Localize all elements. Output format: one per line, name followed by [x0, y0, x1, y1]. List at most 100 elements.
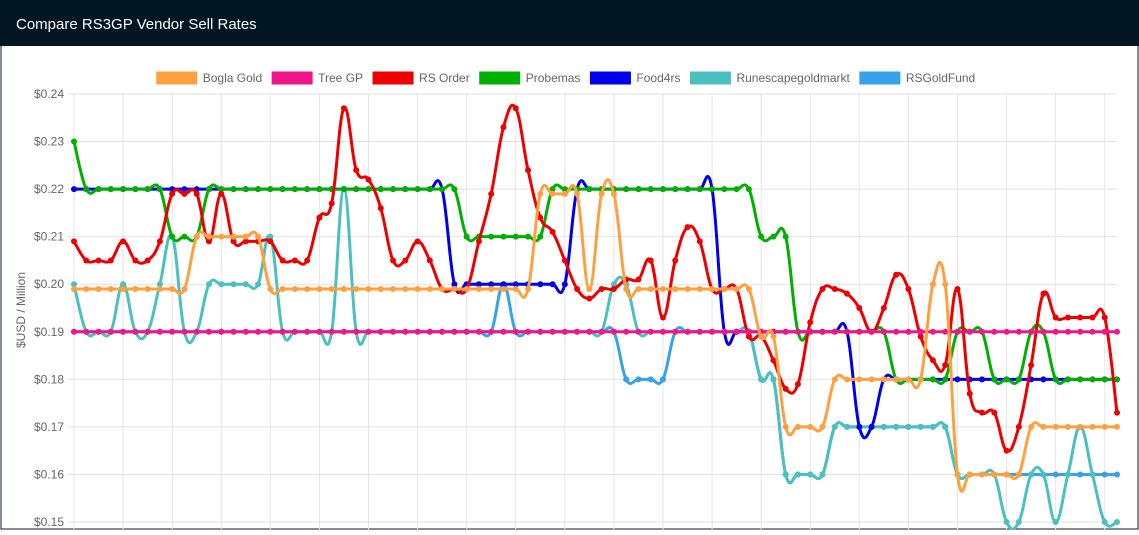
data-point — [696, 285, 703, 292]
data-point — [1040, 423, 1047, 430]
legend-label: RS Order — [419, 71, 470, 85]
data-point — [770, 357, 777, 364]
data-point — [782, 385, 789, 392]
data-point — [782, 233, 789, 240]
data-point — [1015, 423, 1022, 430]
data-point — [905, 328, 912, 335]
y-tick-label: $0.17 — [34, 420, 64, 434]
data-point — [1089, 471, 1096, 478]
data-point — [954, 376, 961, 383]
data-point — [954, 285, 961, 292]
data-point — [377, 205, 384, 212]
data-point — [647, 257, 654, 264]
data-point — [1114, 423, 1120, 430]
data-point — [880, 305, 887, 311]
data-point — [635, 276, 642, 283]
y-tick-label: $0.18 — [34, 372, 64, 386]
data-point — [831, 285, 838, 292]
data-point — [205, 281, 212, 288]
data-point — [794, 423, 801, 430]
data-point — [365, 285, 372, 292]
data-point — [623, 285, 630, 292]
data-point — [819, 328, 826, 335]
data-point — [659, 314, 666, 321]
data-point — [929, 328, 936, 335]
data-point — [181, 328, 188, 335]
data-point — [942, 281, 949, 288]
data-point — [1114, 376, 1120, 383]
data-point — [83, 285, 90, 292]
data-point — [426, 285, 433, 292]
data-point — [414, 285, 421, 292]
data-point — [95, 285, 102, 292]
data-point — [782, 423, 789, 430]
data-point — [500, 328, 507, 335]
data-point — [844, 290, 851, 297]
data-point — [144, 328, 151, 335]
data-point — [1052, 314, 1059, 321]
legend-swatch — [589, 71, 631, 85]
data-point — [181, 186, 188, 193]
data-point — [1114, 328, 1120, 335]
data-point — [169, 190, 176, 197]
data-point — [475, 328, 482, 335]
data-point — [218, 328, 225, 335]
data-point — [770, 376, 777, 383]
data-point — [144, 257, 151, 264]
data-point — [402, 186, 409, 193]
data-point — [414, 238, 421, 245]
data-point — [512, 281, 519, 288]
legend-label: RSGoldFund — [906, 71, 975, 85]
data-point — [390, 285, 397, 292]
data-point — [696, 238, 703, 245]
data-point — [340, 328, 347, 335]
data-point — [929, 357, 936, 364]
data-point — [868, 328, 875, 335]
data-point — [610, 328, 617, 335]
data-point — [623, 328, 630, 335]
data-point — [132, 257, 139, 264]
data-point — [1028, 423, 1035, 430]
data-point — [463, 233, 470, 240]
legend: Bogla Gold Tree GP RS Order Probemas Food4rs… — [156, 71, 975, 85]
data-point — [672, 328, 679, 335]
legend-label: Bogla Gold — [203, 71, 262, 85]
data-point — [488, 233, 495, 240]
y-tick-label: $0.23 — [34, 135, 64, 149]
data-point — [1101, 314, 1108, 321]
data-point — [255, 186, 262, 193]
data-point — [610, 281, 617, 288]
data-point — [758, 233, 765, 240]
data-point — [316, 214, 323, 221]
y-tick-label: $0.15 — [34, 515, 64, 529]
data-point — [794, 328, 801, 335]
data-point — [340, 105, 347, 112]
data-point — [1052, 328, 1059, 335]
data-point — [561, 186, 568, 193]
data-point — [71, 285, 77, 292]
data-point — [1052, 376, 1059, 383]
data-point — [979, 328, 986, 335]
data-point — [549, 186, 556, 193]
data-point — [230, 233, 237, 240]
data-point — [402, 285, 409, 292]
data-point — [549, 228, 556, 235]
data-point — [1114, 471, 1120, 478]
data-point — [537, 233, 544, 240]
data-point — [991, 376, 998, 383]
data-point — [169, 328, 176, 335]
data-point — [1064, 376, 1071, 383]
data-point — [586, 295, 593, 302]
data-point — [525, 167, 532, 174]
data-point — [230, 328, 237, 335]
data-point — [291, 328, 298, 335]
data-point — [1077, 376, 1084, 383]
data-point — [647, 186, 654, 193]
data-point — [95, 257, 102, 264]
data-point — [856, 328, 863, 335]
data-point — [390, 328, 397, 335]
data-point — [451, 285, 458, 292]
data-point — [794, 381, 801, 388]
data-point — [193, 328, 200, 335]
data-point — [1003, 471, 1010, 478]
